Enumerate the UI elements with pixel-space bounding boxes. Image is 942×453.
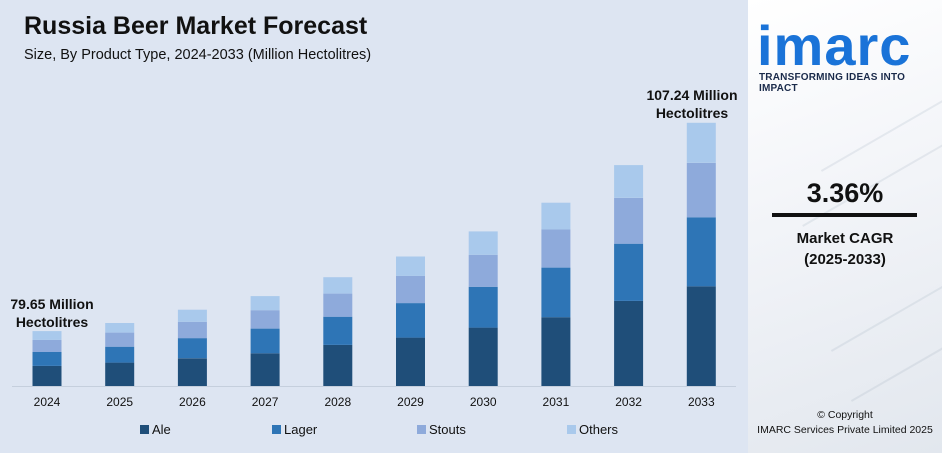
bar-segment-ale-2026: [177, 358, 207, 386]
bar-segment-ale-2031: [541, 317, 571, 386]
start-value-line2: Hectolitres: [15, 314, 89, 330]
bar-segment-ale-2029: [396, 337, 425, 386]
legend-item-stouts: Stouts: [417, 422, 466, 437]
bar-segment-lager-2028: [323, 316, 353, 345]
bar-segment-lager-2033: [686, 217, 716, 287]
bar-segment-ale-2024: [32, 365, 62, 386]
start-value-annotation: 79.65 Million Hectolitres: [4, 295, 100, 331]
start-value-line1: 79.65 Million: [10, 296, 94, 312]
bar-segment-others-2030: [468, 231, 498, 255]
bar-segment-ale-2033: [686, 286, 716, 386]
bar-segment-others-2031: [541, 202, 571, 230]
legend-label-lager: Lager: [284, 422, 318, 437]
x-tick-label-2032: 2032: [615, 395, 642, 409]
bar-segment-stouts-2027: [250, 310, 280, 329]
copyright-line2: IMARC Services Private Limited 2025: [757, 424, 933, 436]
chart-subtitle: Size, By Product Type, 2024-2033 (Millio…: [24, 47, 372, 63]
legend-item-ale: Ale: [140, 422, 171, 437]
copyright-line1: © Copyright: [817, 409, 873, 421]
x-tick-label-2024: 2024: [34, 395, 61, 409]
stacked-bar-chart: 2024 2025 2026 2027 2028 2029 2030 2031 2032 2033: [12, 122, 736, 409]
bar-segment-stouts-2031: [541, 229, 571, 268]
legend-label-others: Others: [579, 422, 619, 437]
bar-segment-lager-2031: [541, 267, 571, 318]
imarc-logo: imarc: [757, 14, 912, 77]
bar-segment-others-2026: [177, 309, 207, 322]
bar-segment-others-2032: [614, 165, 644, 198]
bar-segment-lager-2029: [396, 303, 425, 338]
bar-segment-ale-2025: [105, 362, 135, 386]
bar-segment-stouts-2026: [177, 321, 207, 339]
bar-segment-lager-2030: [468, 286, 498, 328]
decorative-line: [850, 300, 942, 402]
end-value-annotation: 107.24 Million Hectolitres: [640, 86, 744, 122]
bar-segment-others-2027: [250, 296, 280, 311]
logo-tagline: TRANSFORMING IDEAS INTO IMPACT: [759, 72, 906, 94]
end-value-line2: Hectolitres: [655, 105, 729, 121]
side-panel: imarc TRANSFORMING IDEAS INTO IMPACT 3.3…: [748, 0, 942, 453]
x-tick-label-2031: 2031: [543, 395, 570, 409]
bar-segment-lager-2024: [32, 352, 62, 366]
cagr-value: 3.36%: [806, 178, 884, 208]
x-tick-label-2026: 2026: [179, 395, 206, 409]
legend-swatch-stouts: [417, 425, 426, 434]
legend-swatch-lager: [272, 425, 281, 434]
bar-segment-lager-2027: [250, 328, 280, 354]
bar-segment-stouts-2030: [468, 254, 498, 287]
bar-segment-lager-2026: [177, 338, 207, 359]
legend-swatch-others: [567, 425, 576, 434]
x-tick-label-2030: 2030: [470, 395, 497, 409]
legend-item-lager: Lager: [272, 422, 317, 437]
chart-legend: Ale Lager Stouts Others: [0, 422, 748, 440]
legend-swatch-ale: [140, 425, 149, 434]
x-tick-label-2029: 2029: [397, 395, 424, 409]
bar-segment-stouts-2032: [614, 197, 644, 244]
x-tick-label-2027: 2027: [252, 395, 279, 409]
x-tick-label-2033: 2033: [688, 395, 715, 409]
x-tick-label-2028: 2028: [324, 395, 351, 409]
bar-segment-stouts-2029: [396, 275, 425, 304]
bar-segment-others-2033: [686, 122, 716, 163]
bar-segment-others-2029: [396, 256, 425, 276]
bar-segment-stouts-2033: [686, 162, 716, 218]
end-value-line1: 107.24 Million: [646, 87, 738, 103]
copyright-notice: © Copyright IMARC Services Private Limit…: [748, 408, 942, 438]
bar-segment-ale-2032: [614, 300, 644, 386]
chart-area: Russia Beer Market Forecast Size, By Pro…: [0, 0, 748, 453]
bar-segment-lager-2032: [614, 243, 644, 301]
bar-segment-lager-2025: [105, 346, 135, 363]
bar-segment-stouts-2025: [105, 332, 135, 347]
cagr-label: Market CAGR (2025-2033): [748, 228, 942, 270]
cagr-label-line1: Market CAGR: [796, 230, 894, 247]
legend-label-ale: Ale: [152, 422, 171, 437]
x-tick-label-2025: 2025: [106, 395, 133, 409]
bar-segment-stouts-2028: [323, 293, 353, 317]
chart-title: Russia Beer Market Forecast: [24, 12, 368, 40]
bar-segment-others-2028: [323, 277, 353, 294]
bar-segment-others-2024: [32, 331, 62, 340]
bar-segment-ale-2028: [323, 344, 353, 386]
legend-item-others: Others: [567, 422, 618, 437]
legend-label-stouts: Stouts: [429, 422, 466, 437]
bar-segment-ale-2030: [468, 327, 498, 386]
bar-segment-stouts-2024: [32, 339, 62, 352]
bar-segment-others-2025: [105, 323, 135, 333]
bar-segment-ale-2027: [250, 353, 280, 386]
cagr-label-line2: (2025-2033): [804, 251, 886, 268]
cagr-divider: [772, 213, 917, 217]
